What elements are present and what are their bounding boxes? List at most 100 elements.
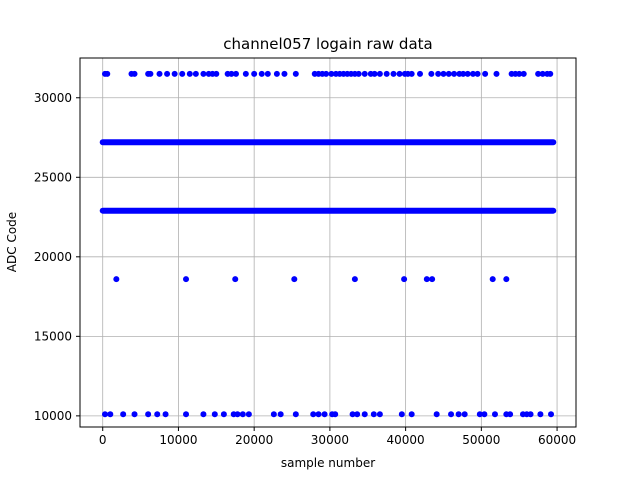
data-point <box>131 411 138 418</box>
data-point <box>503 276 510 283</box>
data-point <box>461 411 468 418</box>
data-point <box>251 70 258 77</box>
data-point <box>383 70 390 77</box>
data-point <box>451 70 458 77</box>
data-point <box>349 411 356 418</box>
data-point <box>520 70 527 77</box>
grid <box>80 58 576 427</box>
data-point <box>491 411 498 418</box>
data-point <box>281 70 288 77</box>
data-point <box>131 70 138 77</box>
y-tick-label: 25000 <box>34 170 72 184</box>
data-point <box>258 70 265 77</box>
data-point <box>192 70 199 77</box>
plot-frame <box>79 57 577 428</box>
data-point <box>428 70 435 77</box>
data-point <box>408 411 415 418</box>
data-point <box>242 70 249 77</box>
x-axis-label: sample number <box>281 456 375 470</box>
y-tick-label: 20000 <box>34 250 72 264</box>
axes: 0 10000 20000 30000 40000 50000 60000 10000 1500… <box>34 57 577 447</box>
data-point <box>291 276 298 283</box>
data-point <box>164 70 171 77</box>
data-point <box>162 411 169 418</box>
data-point <box>423 276 430 283</box>
data-point <box>398 411 405 418</box>
data-point <box>264 70 271 77</box>
data-point <box>186 70 193 77</box>
data-point <box>273 70 280 77</box>
data-point <box>429 276 436 283</box>
data-point <box>489 276 496 283</box>
data-point <box>104 70 111 77</box>
data-point <box>200 411 207 418</box>
data-point <box>537 411 544 418</box>
data-point <box>232 70 239 77</box>
data-point <box>476 411 483 418</box>
data-point <box>213 70 220 77</box>
data-point <box>440 70 447 77</box>
data-point <box>482 70 489 77</box>
data-point <box>354 411 361 418</box>
x-tick-label: 10000 <box>159 433 197 447</box>
data-point <box>448 411 455 418</box>
data-point <box>376 70 383 77</box>
data-point <box>376 411 383 418</box>
data-point <box>228 70 235 77</box>
data-point <box>401 276 408 283</box>
data-point <box>361 70 368 77</box>
data-point <box>332 411 339 418</box>
data-point <box>493 70 500 77</box>
y-tick-label: 15000 <box>34 329 72 343</box>
data-point <box>277 411 284 418</box>
x-tick-label: 20000 <box>235 433 273 447</box>
x-tick-label: 30000 <box>311 433 349 447</box>
data-point <box>323 70 330 77</box>
data-point <box>435 70 442 77</box>
data-point <box>171 70 178 77</box>
data-point <box>470 70 477 77</box>
data-point <box>101 411 108 418</box>
data-point <box>370 411 377 418</box>
data-point <box>120 411 127 418</box>
data-point <box>507 411 514 418</box>
y-tick-label: 30000 <box>34 91 72 105</box>
data-point <box>396 70 403 77</box>
data-point <box>234 411 241 418</box>
data-point <box>371 70 378 77</box>
data-point <box>460 70 467 77</box>
data-point <box>183 276 190 283</box>
data-point <box>107 411 114 418</box>
data-point <box>154 411 161 418</box>
data-point <box>527 411 534 418</box>
data-point <box>328 70 335 77</box>
data-point <box>145 411 152 418</box>
x-tick-label: 0 <box>99 433 107 447</box>
data-point <box>211 411 218 418</box>
data-point <box>200 70 207 77</box>
data-point <box>433 411 440 418</box>
data-point <box>547 70 554 77</box>
data-point <box>481 411 488 418</box>
data-point <box>156 70 163 77</box>
data-point <box>417 70 424 77</box>
data-point <box>183 411 190 418</box>
data-point <box>220 411 227 418</box>
data-point <box>292 70 299 77</box>
data-point <box>179 70 186 77</box>
y-axis-label: ADC Code <box>5 212 19 272</box>
data-point <box>408 70 415 77</box>
data-point <box>539 70 546 77</box>
chart-title: channel057 logain raw data <box>223 35 432 53</box>
data-point <box>390 70 397 77</box>
data-point <box>113 276 120 283</box>
data-point <box>292 411 299 418</box>
data-point <box>310 411 317 418</box>
data-point <box>321 411 328 418</box>
data-point <box>548 411 555 418</box>
data-point <box>455 411 462 418</box>
x-tick-label: 60000 <box>538 433 576 447</box>
data-point <box>245 411 252 418</box>
